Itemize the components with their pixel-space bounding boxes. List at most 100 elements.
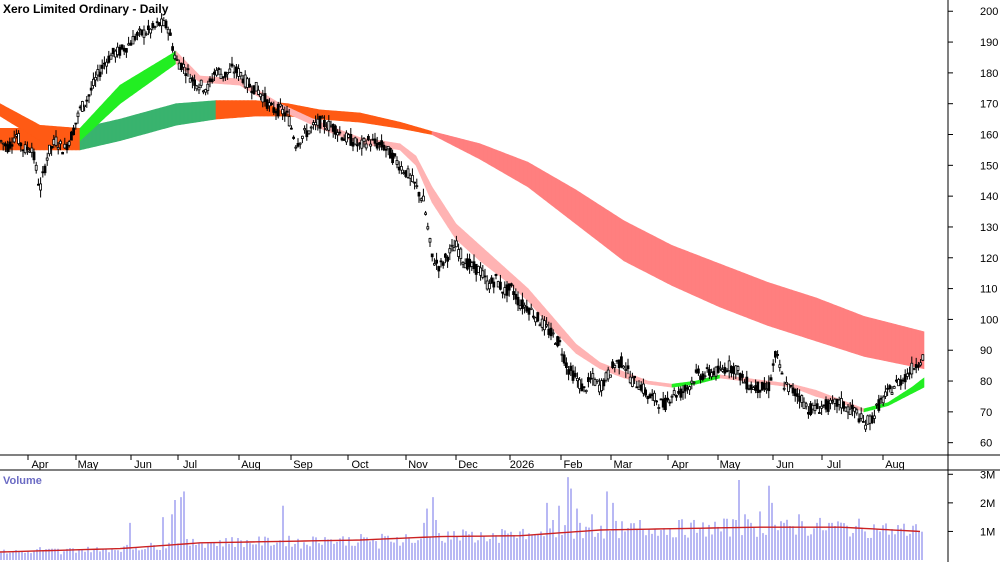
short-term-band-segment	[7, 107, 13, 124]
candle-body	[292, 136, 296, 139]
long-term-band-segment	[511, 155, 517, 181]
candle-body	[362, 138, 366, 142]
candle-body	[765, 388, 768, 391]
candle-body	[250, 90, 254, 94]
candle-body	[906, 373, 909, 377]
candle-body	[675, 395, 678, 398]
long-term-band-segment	[543, 170, 549, 203]
candle-body	[419, 198, 423, 201]
candle-body	[37, 183, 40, 186]
candle-body	[743, 381, 746, 384]
long-term-band-segment	[231, 100, 237, 119]
long-term-band-segment	[131, 114, 137, 138]
candle-body	[815, 403, 819, 409]
candle-body	[344, 132, 348, 143]
candle-body	[439, 260, 443, 263]
volume-average-line	[0, 526, 921, 553]
candle-body	[668, 401, 672, 404]
candle-body	[523, 304, 526, 308]
candle-body	[410, 175, 414, 183]
candle-body	[294, 146, 298, 149]
candle-body	[327, 120, 331, 131]
short-term-band-segment	[3, 105, 9, 122]
candle-body	[59, 140, 62, 145]
candle-body	[329, 125, 333, 128]
candle-body	[547, 328, 551, 335]
candle-body	[193, 79, 197, 86]
candle-body	[443, 253, 447, 258]
long-term-band-segment	[455, 137, 461, 150]
price-tick-label: 140	[980, 191, 998, 203]
candle-body	[895, 379, 898, 382]
long-term-band-segment	[539, 168, 545, 200]
short-term-band-segment	[155, 60, 161, 79]
candle-body	[670, 395, 674, 398]
candle-body	[30, 147, 34, 153]
candle-body	[177, 62, 181, 70]
long-term-band-segment	[631, 224, 637, 268]
candle-body	[468, 258, 472, 268]
long-term-band-segment	[123, 116, 129, 140]
candle-body	[243, 74, 247, 88]
long-term-band-segment	[803, 293, 809, 339]
long-term-band-segment	[771, 283, 777, 329]
candle-body	[50, 145, 53, 149]
candle-body	[430, 253, 434, 258]
candle-body	[890, 392, 894, 395]
candle-body	[399, 166, 403, 171]
candle-body	[435, 259, 439, 264]
candle-body	[525, 306, 529, 312]
long-term-band-segment	[591, 199, 597, 240]
short-term-band-segment	[151, 62, 157, 82]
candle-body	[683, 385, 687, 392]
candle-body	[628, 376, 632, 384]
candle-body	[127, 43, 130, 46]
long-term-band-segment	[423, 128, 429, 135]
candle-body	[604, 372, 608, 381]
short-term-band-segment	[231, 78, 237, 86]
candle-body	[661, 398, 665, 408]
long-term-band-segment	[639, 228, 645, 272]
short-term-band-segment	[871, 405, 877, 411]
long-term-band-segment	[187, 102, 193, 124]
candle-body	[54, 136, 58, 146]
candle-body	[738, 373, 742, 381]
candle-body	[485, 280, 489, 290]
candle-body	[206, 83, 210, 91]
price-tick-label: 120	[980, 253, 998, 265]
candle-body	[179, 62, 183, 71]
candle-body	[228, 68, 232, 73]
candle-body	[17, 133, 21, 144]
short-term-band-segment	[807, 387, 813, 396]
candle-body	[835, 398, 839, 407]
price-tick-label: 70	[980, 407, 992, 419]
long-term-band-segment	[259, 100, 265, 117]
candle-body	[307, 130, 311, 135]
candle-body	[373, 138, 377, 144]
candle-body	[204, 89, 208, 93]
short-term-band-segment	[719, 374, 725, 379]
long-term-band-segment	[199, 101, 205, 122]
candle-body	[96, 69, 100, 76]
long-term-band-segment	[759, 278, 765, 325]
candle-body	[615, 360, 619, 362]
candle-body	[714, 366, 718, 377]
candle-body	[239, 72, 243, 77]
candle-body	[4, 143, 7, 147]
short-term-band-segment	[667, 383, 673, 388]
candle-body	[877, 399, 881, 411]
candle-body	[494, 273, 498, 277]
volume-tick-label: 2M	[980, 498, 995, 510]
candle-body	[543, 320, 546, 331]
candle-body	[111, 47, 115, 55]
candle-body	[657, 407, 661, 409]
candle-body	[826, 400, 830, 412]
candle-body	[1, 142, 5, 145]
short-term-band-segment	[35, 122, 41, 142]
long-term-band-segment	[103, 121, 109, 145]
candle-body	[655, 400, 658, 403]
long-term-band-segment	[147, 109, 153, 134]
candle-body	[459, 248, 463, 259]
candle-body	[556, 336, 559, 347]
candle-body	[457, 249, 461, 257]
